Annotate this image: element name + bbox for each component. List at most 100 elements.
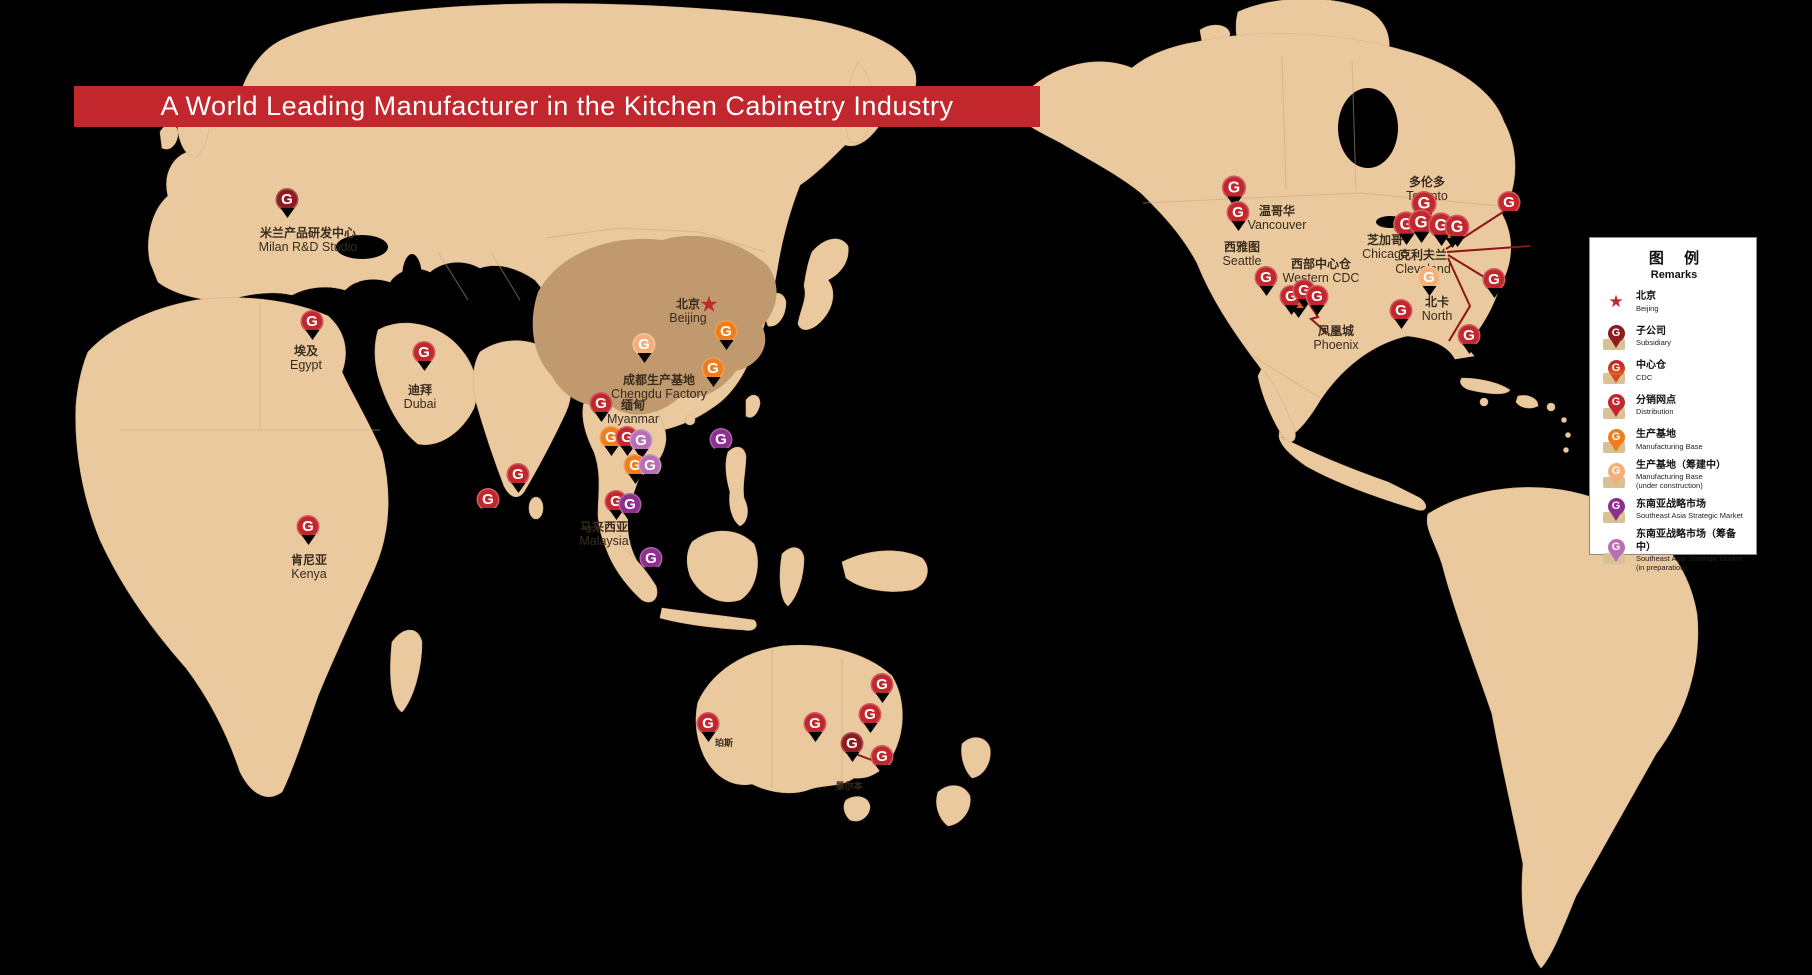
legend-label-zh: 东南亚战略市场 [1636, 498, 1706, 510]
map-label-perth: 珀斯 [715, 738, 733, 749]
map-label-vancouver: 温哥华 Vancouver [1248, 204, 1307, 233]
baja-california [1257, 367, 1296, 442]
legend-label-en: Manufacturing Base (under construction) [1636, 472, 1703, 490]
label-zh: 肯尼亚 [290, 553, 328, 567]
hainan [684, 414, 696, 426]
legend-item-text: 分销网点 Distribution [1636, 395, 1676, 417]
pin-tip [719, 340, 733, 350]
legend-label-en: Beijing [1636, 303, 1659, 313]
beijing-star-icon: ★ [699, 292, 719, 318]
map-pin-kenya: G [296, 515, 320, 545]
pin-icon: G [1607, 463, 1625, 487]
label-zh: 埃及 [293, 344, 318, 358]
japan [797, 238, 849, 330]
legend-label-zh: 北京 [1636, 291, 1656, 303]
pin-tip [1611, 554, 1621, 562]
legend-pin-icon: G [1600, 425, 1632, 455]
map-label-chicago: 芝加哥 Chicago [1362, 233, 1408, 262]
legend-label-zh: 分销网点 [1636, 394, 1676, 406]
pin-g-logo: G [589, 392, 613, 415]
legend-items: ★ 北京 Beijing G 子公司 Subsidiary G 中心仓 CDC G 分销网点 Dist… [1600, 287, 1748, 572]
jamaica [1479, 397, 1489, 407]
map-pin-india-south: G [506, 463, 530, 493]
map-pin-southeast-china: G [701, 357, 725, 387]
map-pin-melbourne: G [840, 732, 864, 762]
pin-icon: G [1607, 359, 1625, 383]
map-pin-tasman-offshore: G [870, 745, 894, 775]
map-label-chengdu: 成都生产基地 Chengdu Factory [611, 373, 707, 402]
headline-banner: A World Leading Manufacturer in the Kitc… [74, 86, 1040, 127]
pin-icon: G [1607, 428, 1625, 452]
label-en: North [1421, 309, 1453, 324]
pin-g-logo: G [1607, 394, 1625, 411]
label-zh: 北京 [675, 297, 700, 311]
pin-g-logo: G [1607, 359, 1625, 377]
star-icon: ★ [1608, 292, 1624, 312]
pin-tip [875, 765, 889, 775]
map-pin-sydney: G [858, 703, 882, 733]
legend-label-en: Southeast Asia Strategic Market [1636, 511, 1743, 521]
border-russia-china [544, 227, 766, 253]
new-zealand-south [936, 785, 971, 827]
pin-g-logo: G [840, 732, 864, 755]
label-zh: 米兰产品研发中心 [259, 226, 356, 240]
legend-label-zh: 中心仓 [1636, 360, 1666, 372]
legend-label-zh: 东南亚战略市场（筹备中） [1636, 529, 1736, 553]
pin-g-logo: G [1411, 191, 1437, 217]
pin-tip [644, 567, 658, 577]
pin-tip [609, 510, 623, 520]
map-label-kenya: 肯尼亚 Kenya [291, 553, 327, 582]
legend-item-cdc: G 中心仓 CDC [1600, 356, 1748, 386]
label-zh: 温哥华 [1258, 204, 1295, 218]
map-label-north-carolina: 北卡 North [1422, 295, 1453, 324]
pin-tip [620, 446, 634, 456]
pin-g-logo: G [618, 493, 642, 516]
pin-g-logo: G [506, 463, 530, 486]
pin-tip [875, 693, 889, 703]
pin-g-logo: G [638, 454, 662, 477]
pin-tip [1611, 513, 1621, 521]
java [659, 607, 757, 631]
label-en: Myanmar [606, 412, 660, 427]
pin-g-logo: G [1444, 214, 1470, 240]
map-label-egypt: 埃及 Egypt [290, 344, 322, 373]
map-label-beijing: 北京 Beijing [669, 297, 707, 326]
pin-g-logo: G [1457, 324, 1481, 347]
pin-g-logo: G [803, 712, 827, 735]
pin-tip [1422, 286, 1436, 296]
map-pin-north-carolina: G [1417, 266, 1441, 296]
borneo [686, 530, 758, 602]
map-label-melbourne: 墨尔本 [835, 781, 862, 792]
pin-tip [280, 208, 294, 218]
pin-g-logo: G [709, 428, 733, 451]
label-en: Kenya [291, 567, 327, 582]
border-canada-2 [1351, 59, 1357, 191]
taiwan-island [745, 394, 761, 418]
label-en: Phoenix [1313, 338, 1359, 353]
antilles-2 [1565, 432, 1571, 438]
border-us-canada [1142, 192, 1501, 207]
label-zh: 凤凰城 [1317, 324, 1354, 338]
map-pin-egypt: G [300, 310, 324, 340]
pin-g-logo: G [1221, 175, 1247, 200]
pin-g-logo: G [632, 333, 656, 356]
pin-tip [706, 377, 720, 387]
label-en: Dubai [403, 397, 437, 412]
pin-tip [1433, 234, 1449, 246]
legend-item-text: 东南亚战略市场 Southeast Asia Strategic Market [1636, 499, 1743, 521]
map-pin-philippines: G [709, 428, 733, 458]
legend-title-zh: 图 例 [1648, 250, 1708, 267]
connector-line-3 [1447, 257, 1472, 342]
sumatra [605, 539, 658, 603]
legend-item-distribution: G 分销网点 Distribution [1600, 391, 1748, 421]
pin-tip [1611, 478, 1621, 487]
legend-label-zh: 生产基地 [1636, 429, 1676, 441]
label-en: Malaysia [579, 534, 629, 549]
pin-tip [1413, 231, 1429, 243]
pin-g-logo: G [476, 488, 500, 511]
map-label-phoenix: 凤凰城 Phoenix [1313, 324, 1358, 353]
pin-tip [594, 412, 608, 422]
pin-g-logo: G [870, 673, 894, 696]
africa [75, 297, 389, 797]
